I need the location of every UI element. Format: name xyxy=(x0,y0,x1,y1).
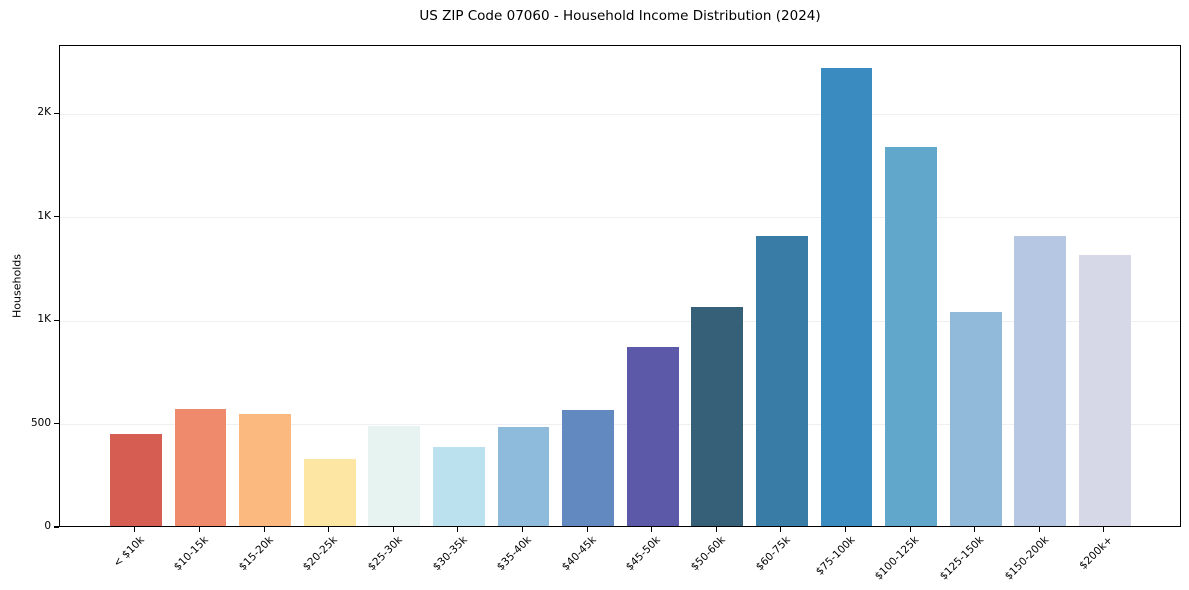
bar xyxy=(368,425,421,526)
x-tick-mark xyxy=(134,527,136,532)
x-tick-label: $25-30k xyxy=(365,534,405,574)
x-tick-mark xyxy=(521,527,524,532)
bar xyxy=(885,147,937,526)
bar xyxy=(949,311,1002,526)
x-tick-mark xyxy=(651,527,653,532)
y-tick-label: 2K xyxy=(37,106,51,119)
x-tick-label: $40-45k xyxy=(559,534,599,574)
x-tick-label: $100-125k xyxy=(873,534,922,583)
gridline xyxy=(60,320,1180,322)
gridline xyxy=(60,424,1180,426)
bar xyxy=(110,433,162,526)
gridline xyxy=(60,217,1180,219)
y-tick-mark xyxy=(54,216,59,218)
x-tick-mark xyxy=(328,527,330,532)
bar xyxy=(1014,236,1067,526)
x-tick-mark xyxy=(909,527,911,532)
x-tick-label: $15-20k xyxy=(236,534,276,574)
bar xyxy=(562,410,614,526)
y-tick-mark xyxy=(54,422,59,425)
y-tick-mark xyxy=(54,526,59,528)
bar xyxy=(1079,255,1131,526)
bar xyxy=(626,347,679,526)
y-tick-label: 1K xyxy=(37,209,51,222)
x-tick-mark xyxy=(1038,527,1040,532)
y-axis-label: Households xyxy=(10,254,24,318)
x-tick-label: $30-35k xyxy=(430,534,470,574)
bar xyxy=(820,67,873,526)
x-tick-label: $50-60k xyxy=(688,534,728,574)
bar xyxy=(174,409,227,526)
x-tick-label: $20-25k xyxy=(301,534,341,574)
y-tick-label: 0 xyxy=(44,520,51,532)
plot-area xyxy=(59,45,1181,527)
y-tick-mark xyxy=(54,319,59,321)
x-tick-label: $200k+ xyxy=(1077,534,1116,572)
x-tick-mark xyxy=(198,527,201,532)
y-tick-label: 500 xyxy=(30,416,51,429)
x-tick-mark xyxy=(457,527,459,532)
x-tick-label: $75-100k xyxy=(813,534,857,578)
bar xyxy=(303,458,356,526)
y-tick-label: 1K xyxy=(37,313,51,326)
x-tick-label: $60-75k xyxy=(753,534,793,574)
bar xyxy=(239,414,291,526)
chart-title: US ZIP Code 07060 - Household Income Dis… xyxy=(419,8,821,24)
bar xyxy=(691,306,744,526)
bar xyxy=(756,236,808,526)
x-tick-label: $150-200k xyxy=(1002,534,1051,583)
gridline xyxy=(60,113,1180,115)
x-tick-mark xyxy=(263,527,265,532)
x-tick-label: $125-150k xyxy=(937,534,987,583)
bar xyxy=(497,426,550,526)
x-tick-label: $35-40k xyxy=(494,534,534,574)
x-tick-mark xyxy=(392,527,394,532)
x-tick-label: $10-15k xyxy=(171,534,211,574)
bar xyxy=(433,447,485,526)
y-tick-mark xyxy=(54,112,59,114)
x-tick-label: $45-50k xyxy=(624,534,664,574)
x-tick-label: < $10k xyxy=(110,534,147,570)
x-tick-mark xyxy=(586,527,588,532)
x-tick-mark xyxy=(974,527,976,532)
x-tick-mark xyxy=(715,527,717,532)
x-tick-mark xyxy=(780,527,782,532)
x-tick-mark xyxy=(844,527,847,532)
x-tick-mark xyxy=(1103,527,1105,532)
